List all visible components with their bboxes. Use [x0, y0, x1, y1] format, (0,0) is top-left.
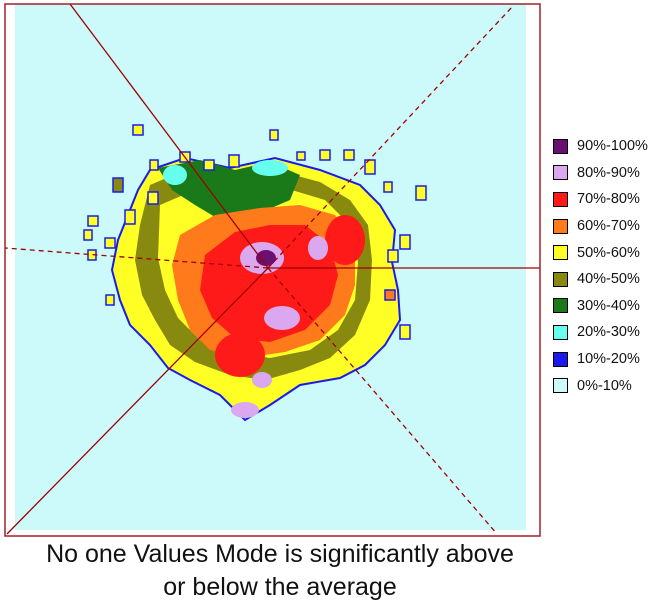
caption-line-2: or below the average [163, 573, 397, 601]
legend-label: 70%-80% [577, 191, 640, 208]
legend-swatch [553, 324, 568, 340]
legend-item: 80%-90% [553, 160, 661, 187]
divider-lower-left [6, 267, 269, 535]
legend-label: 90%-100% [577, 138, 648, 155]
heat-spot [215, 333, 265, 377]
heat-cell [343, 149, 355, 161]
heat-cell [228, 154, 240, 168]
legend-item: 90%-100% [553, 133, 661, 160]
heat-cell [383, 181, 393, 193]
legend-swatch [553, 191, 568, 207]
legend-swatch [553, 245, 568, 261]
legend-label: 30%-40% [577, 297, 640, 314]
legend-item: 0%-10% [553, 372, 661, 399]
legend-label: 20%-30% [577, 324, 640, 341]
caption-line-1: No one Values Mode is significantly abov… [46, 540, 514, 568]
heat-cell [132, 124, 144, 136]
chart-svg [4, 3, 541, 537]
heat-region [200, 225, 338, 342]
legend-item: 60%-70% [553, 213, 661, 240]
heat-cell [399, 234, 411, 250]
legend-item: 50%-60% [553, 239, 661, 266]
heat-spot [252, 160, 288, 176]
heat-cell [203, 159, 215, 171]
heat-cell [104, 237, 116, 249]
legend-item: 40%-50% [553, 266, 661, 293]
mode-divider-lines [4, 3, 540, 535]
heatmap-blob [83, 124, 427, 422]
heat-cell [105, 294, 115, 306]
heat-cell [319, 149, 331, 161]
legend: 90%-100% 80%-90% 70%-80% 60%-70% 50%-60% 40%-… [553, 133, 661, 399]
legend-item: 70%-80% [553, 186, 661, 213]
divider-upper-left [69, 3, 269, 269]
heat-cell [124, 209, 136, 225]
legend-label: 10%-20% [577, 351, 640, 368]
heat-cell [387, 249, 399, 263]
legend-label: 50%-60% [577, 244, 640, 261]
legend-swatch [553, 271, 568, 287]
heat-cell [399, 324, 411, 340]
legend-swatch [553, 298, 568, 314]
legend-label: 0%-10% [577, 377, 632, 394]
legend-swatch [553, 165, 568, 181]
legend-swatch [553, 138, 568, 154]
heat-cell [384, 289, 396, 301]
plot-border [4, 3, 541, 537]
divider-lower-right [267, 267, 498, 535]
heat-cell [87, 215, 99, 227]
heat-cell [415, 185, 427, 201]
heat-spot [308, 236, 328, 260]
divider-upper-right [267, 5, 514, 269]
heat-cell [364, 159, 376, 175]
heat-spot [163, 165, 187, 185]
heat-cell [296, 151, 306, 161]
heat-spot [264, 306, 300, 330]
legend-swatch [553, 218, 568, 234]
legend-label: 40%-50% [577, 271, 640, 288]
heat-cell [83, 229, 93, 241]
heat-spot [231, 402, 259, 418]
legend-item: 20%-30% [553, 319, 661, 346]
legend-label: 80%-90% [577, 164, 640, 181]
heat-spot [252, 372, 272, 388]
legend-swatch [553, 378, 568, 394]
caption: No one Values Mode is significantly abov… [0, 538, 560, 604]
legend-swatch [553, 351, 568, 367]
heat-spot [325, 215, 365, 265]
heat-cell [147, 191, 159, 205]
divider-left [4, 247, 269, 269]
legend-label: 60%-70% [577, 218, 640, 235]
legend-item: 30%-40% [553, 293, 661, 320]
heat-spot [256, 250, 276, 266]
heat-cell [269, 129, 279, 141]
legend-item: 10%-20% [553, 346, 661, 373]
heat-cell [112, 177, 124, 193]
heat-cell [149, 159, 159, 171]
